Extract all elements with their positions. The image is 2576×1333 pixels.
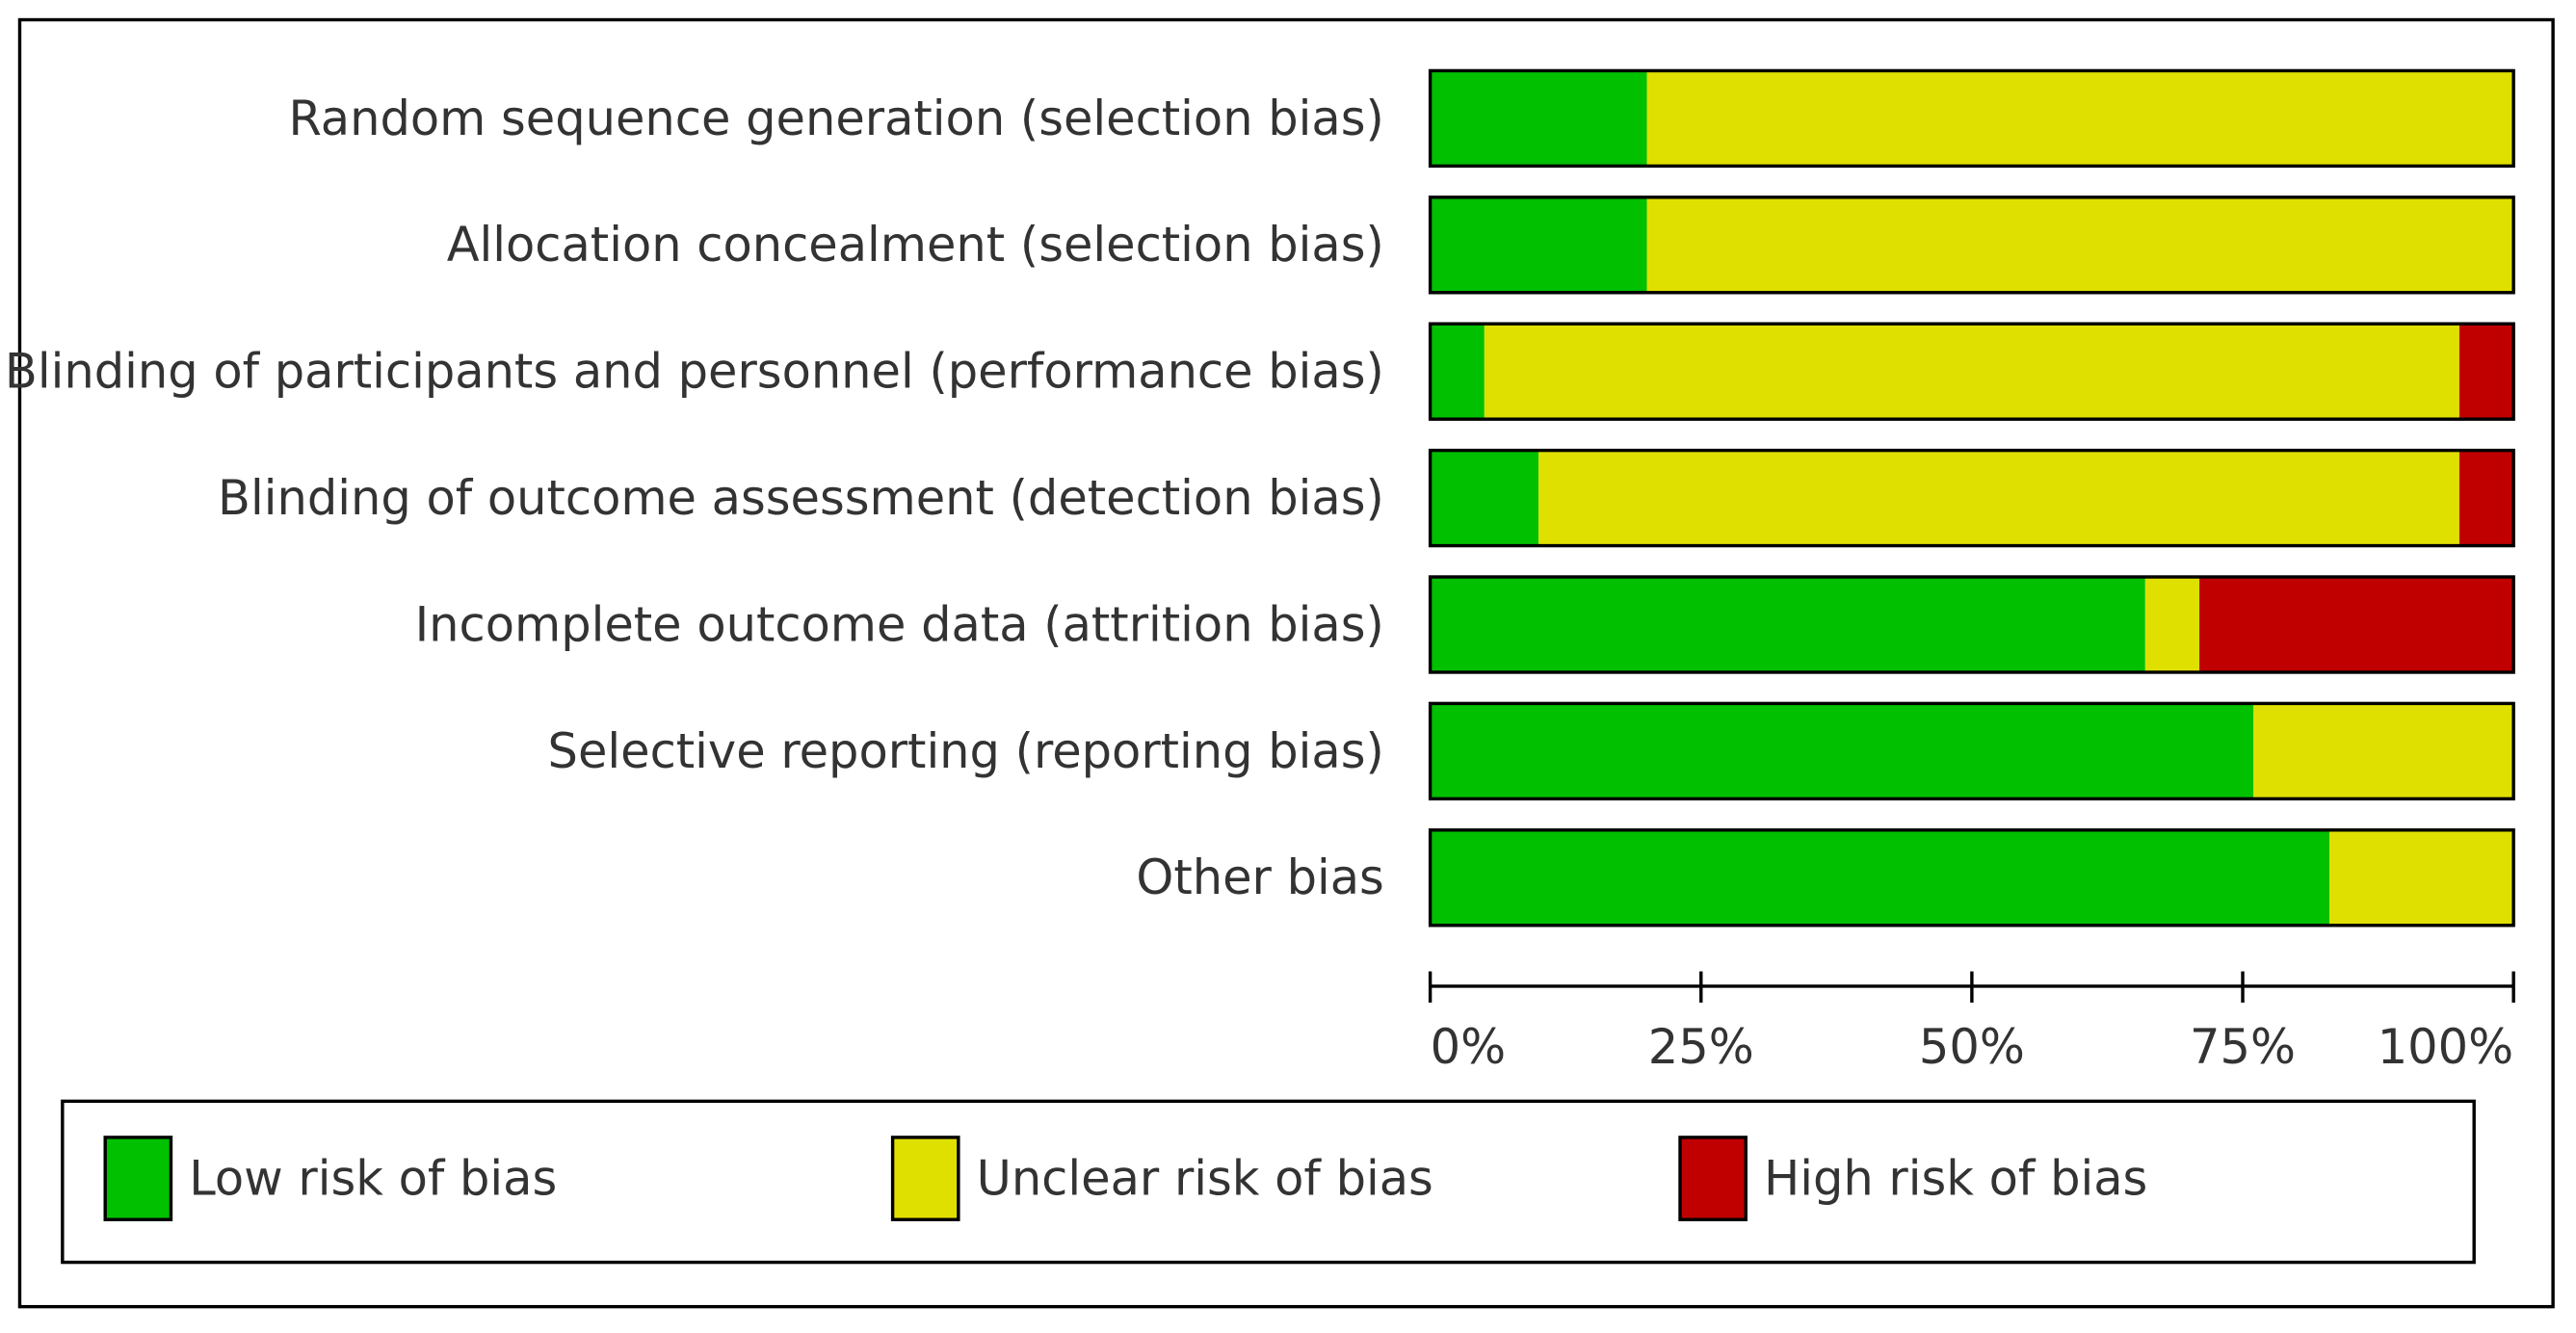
bar-outline [1428,448,2515,548]
bar-segment [1430,450,1539,546]
bar-segment [1430,829,2329,926]
x-tick-label: 25% [1648,1019,1754,1075]
bar-outline [1428,575,2515,674]
legend-label: Low risk of bias [189,1150,557,1206]
bar-segment [2458,324,2514,420]
bar-segment [1484,324,2459,420]
bar-segment [2328,829,2514,926]
bar-segment [2144,576,2200,672]
bar-segment [1430,324,1485,420]
bar-segment [1430,196,1647,293]
bar-outline [1428,701,2515,801]
legend-label: Unclear risk of bias [977,1150,1433,1206]
bar-segment [1430,576,2145,672]
outer-frame [17,17,2555,1309]
category-label: Random sequence generation (selection bi… [289,91,1384,146]
x-tick-label: 75% [2190,1019,2296,1075]
category-label: Blinding of outcome assessment (detectio… [218,470,1384,526]
bar-segment [1430,70,1647,167]
legend-swatch [890,1136,960,1221]
legend-swatch [1678,1136,1748,1221]
bar-segment [1430,703,2254,799]
legend-frame [61,1099,2476,1265]
x-tick-label: 0% [1431,1019,1506,1075]
bar-segment [1538,450,2459,546]
category-label: Allocation concealment (selection bias) [447,217,1384,273]
bar-segment [2199,576,2514,672]
bar-outline [1428,196,2515,295]
bar-outline [1428,68,2515,169]
bar-outline [1428,322,2515,421]
category-label: Incomplete outcome data (attrition bias) [415,596,1384,652]
bar-segment [2458,450,2514,546]
bar-segment [1646,196,2514,293]
legend-label: High risk of bias [1764,1150,2147,1206]
bar-outline [1428,828,2515,928]
legend-swatch [103,1136,173,1221]
x-tick-label: 100% [2378,1019,2513,1075]
category-label: Selective reporting (reporting bias) [548,723,1384,779]
category-label: Other bias [1136,849,1383,905]
bar-segment [2253,703,2514,799]
x-tick-label: 50% [1919,1019,2025,1075]
category-label: Blinding of participants and personnel (… [5,344,1384,400]
bar-segment [1646,70,2514,167]
